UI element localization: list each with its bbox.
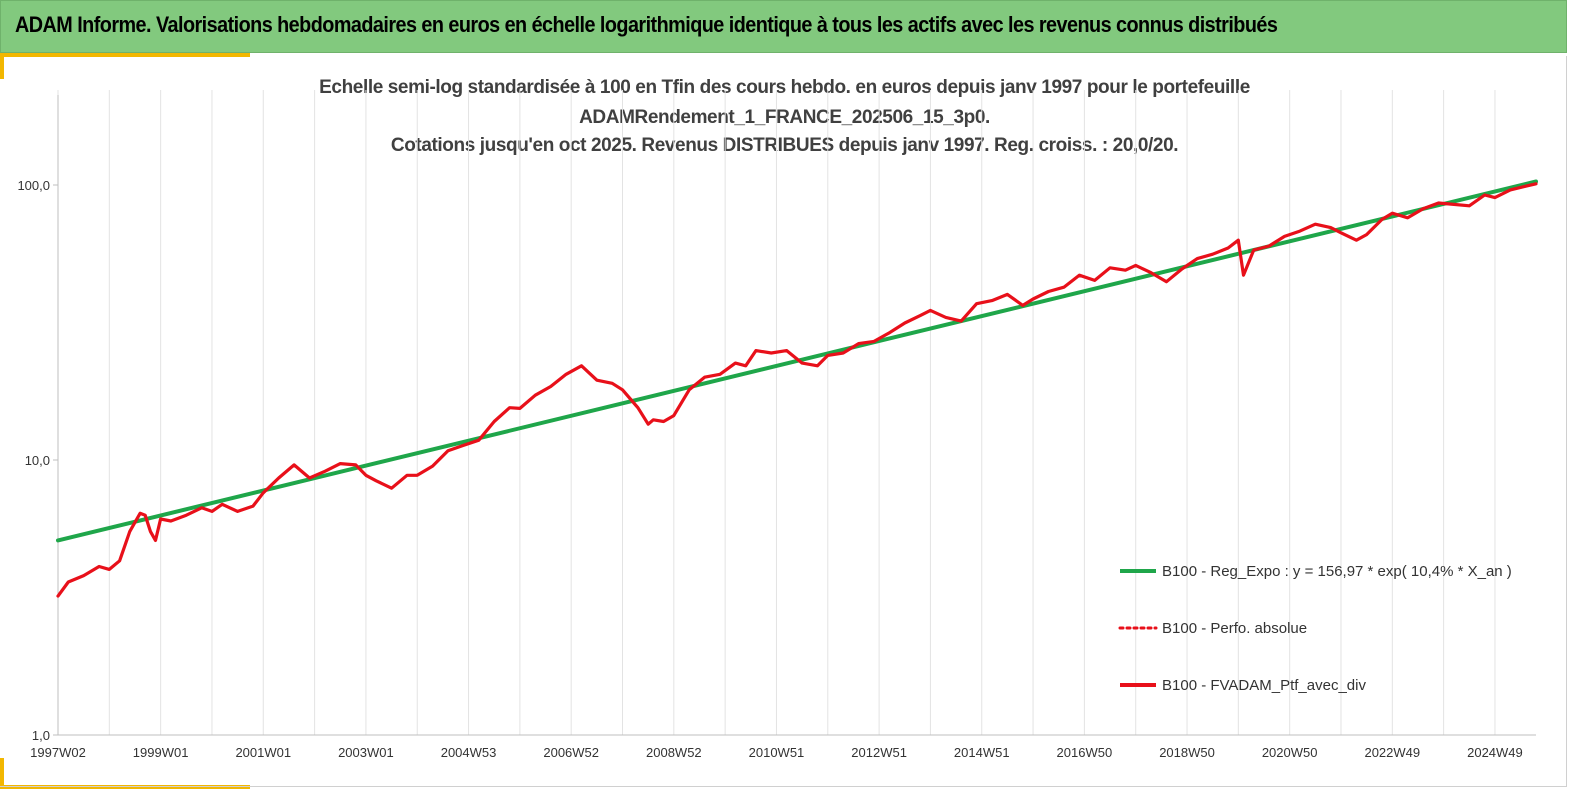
x-tick-label: 2006W52 bbox=[543, 745, 599, 760]
legend-label: B100 - FVADAM_Ptf_avec_div bbox=[1162, 677, 1366, 694]
header-title: ADAM Informe. Valorisations hebdomadaire… bbox=[15, 12, 1278, 37]
x-tick-label: 2018W50 bbox=[1159, 745, 1215, 760]
accent-bar-left-top bbox=[0, 53, 4, 79]
x-tick-label: 2004W53 bbox=[441, 745, 497, 760]
x-tick-label: 2003W01 bbox=[338, 745, 394, 760]
accent-bar-top bbox=[0, 53, 250, 57]
y-tick-label: 1,0 bbox=[32, 728, 50, 743]
accent-bar-bottom bbox=[0, 785, 250, 789]
x-tick-label: 2012W51 bbox=[851, 745, 907, 760]
x-tick-label: 1999W01 bbox=[133, 745, 189, 760]
header-banner: ADAM Informe. Valorisations hebdomadaire… bbox=[0, 0, 1567, 53]
axis-layer: 1,0 10,0 100,0 1997W02 1999W01 2001W01 2003W01… bbox=[17, 95, 1536, 760]
x-tick-label: 2010W51 bbox=[749, 745, 805, 760]
legend-layer: B100 - Reg_Expo : y = 156,97 * exp( 10,4… bbox=[1118, 563, 1512, 694]
x-tick-label: 2014W51 bbox=[954, 745, 1010, 760]
portfolio-line bbox=[56, 182, 1538, 598]
x-tick-label: 2016W50 bbox=[1057, 745, 1113, 760]
y-tick-label: 100,0 bbox=[17, 178, 50, 193]
chart-title-line-2: ADAMRendement_1_FRANCE_202506_15_3p0. bbox=[579, 107, 990, 128]
x-tick-label: 2024W49 bbox=[1467, 745, 1523, 760]
series-layer bbox=[56, 179, 1538, 598]
x-tick-label: 1997W02 bbox=[30, 745, 86, 760]
x-tick-label: 2008W52 bbox=[646, 745, 702, 760]
x-tick-label: 2020W50 bbox=[1262, 745, 1318, 760]
chart-frame bbox=[0, 56, 1567, 787]
legend-label: B100 - Perfo. absolue bbox=[1162, 620, 1307, 637]
accent-bar-left-bottom bbox=[0, 758, 4, 789]
grid-layer bbox=[57, 90, 1496, 735]
y-tick-label: 10,0 bbox=[25, 453, 50, 468]
x-tick-label: 2022W49 bbox=[1364, 745, 1420, 760]
legend-label: B100 - Reg_Expo : y = 156,97 * exp( 10,4… bbox=[1162, 563, 1512, 580]
x-tick-label: 2001W01 bbox=[235, 745, 291, 760]
chart-title-line-1: Echelle semi-log standardisée à 100 en T… bbox=[319, 77, 1250, 98]
